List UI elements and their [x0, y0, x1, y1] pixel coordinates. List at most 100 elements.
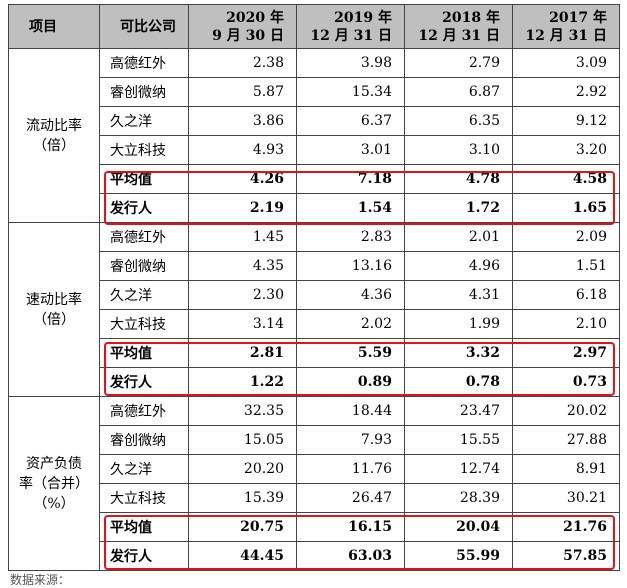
table-row: 发行人 1.22 0.89 0.78 0.73	[9, 367, 620, 397]
value-cell-2018: 3.10	[404, 135, 513, 165]
table-row: 平均值 20.75 16.15 20.04 21.76	[9, 512, 620, 542]
value-cell-2020: 2.19	[188, 193, 297, 223]
company-name: 久之洋	[99, 106, 189, 136]
value-cell-2018: 4.31	[404, 280, 513, 310]
value-cell-2020: 4.26	[188, 164, 297, 194]
value-cell-2017: 20.02	[512, 396, 620, 426]
table-row: 睿创微纳 15.05 7.93 15.55 27.88	[9, 425, 620, 455]
value-cell-2017: 1.51	[512, 251, 620, 281]
company-name: 平均值	[99, 512, 189, 542]
value-cell-2020: 15.39	[188, 483, 297, 513]
company-name: 睿创微纳	[99, 425, 189, 455]
company-name: 高德红外	[99, 222, 189, 252]
metric-label: 速动比率 （倍）	[8, 222, 100, 397]
company-name: 久之洋	[99, 280, 189, 310]
highlight-box-current-ratio	[104, 171, 615, 225]
header-company: 可比公司	[99, 4, 189, 49]
header-year-2018: 2018 年 12 月 31 日	[404, 4, 513, 49]
value-cell-2020: 4.35	[188, 251, 297, 281]
value-cell-2020: 4.93	[188, 135, 297, 165]
company-name: 发行人	[99, 541, 189, 571]
value-cell-2020: 15.05	[188, 425, 297, 455]
company-name: 高德红外	[99, 396, 189, 426]
table-row: 大立科技 4.93 3.01 3.10 3.20	[9, 135, 620, 165]
highlight-box-debt-ratio	[104, 515, 615, 570]
metric-label-line-2: 率（合并）	[19, 475, 89, 492]
value-cell-2019: 18.44	[296, 396, 405, 426]
value-cell-2018: 3.32	[404, 338, 513, 368]
table-row: 速动比率 （倍） 高德红外 1.45 2.83 2.01 2.09	[8, 222, 620, 397]
value-cell-2019: 3.98	[296, 48, 405, 78]
value-cell-2017: 9.12	[512, 106, 620, 136]
value-cell-2017: 0.73	[512, 367, 620, 397]
value-cell-2019: 7.93	[296, 425, 405, 455]
value-cell-2019: 11.76	[296, 454, 405, 484]
value-cell-2018: 1.72	[404, 193, 513, 223]
value-cell-2020: 2.30	[188, 280, 297, 310]
value-cell-2017: 21.76	[512, 512, 620, 542]
header-year-2019: 2019 年 12 月 31 日	[296, 4, 405, 49]
table-row: 睿创微纳 5.87 15.34 6.87 2.92	[9, 77, 620, 107]
value-cell-2019: 2.83	[296, 222, 405, 252]
value-cell-2018: 23.47	[404, 396, 513, 426]
company-name: 大立科技	[99, 135, 189, 165]
value-cell-2017: 3.09	[512, 48, 620, 78]
metric-label: 流动比率 （倍）	[8, 48, 100, 223]
value-cell-2019: 13.16	[296, 251, 405, 281]
value-cell-2017: 2.10	[512, 309, 620, 339]
value-cell-2020: 5.87	[188, 77, 297, 107]
company-name: 高德红外	[99, 48, 189, 78]
value-cell-2018: 4.96	[404, 251, 513, 281]
value-cell-2019: 3.01	[296, 135, 405, 165]
value-cell-2018: 2.79	[404, 48, 513, 78]
company-name: 久之洋	[99, 454, 189, 484]
metric-label-line-1: 流动比率	[26, 117, 82, 134]
table-row: 发行人 44.45 63.03 55.99 57.85	[9, 541, 620, 571]
value-cell-2018: 28.39	[404, 483, 513, 513]
value-cell-2018: 6.87	[404, 77, 513, 107]
value-cell-2020: 44.45	[188, 541, 297, 571]
table-row: 久之洋 20.20 11.76 12.74 8.91	[9, 454, 620, 484]
metric-label-line-2: （倍）	[33, 311, 75, 328]
value-cell-2017: 4.58	[512, 164, 620, 194]
value-cell-2017: 27.88	[512, 425, 620, 455]
metric-label-line-3: （%）	[33, 495, 75, 512]
value-cell-2017: 3.20	[512, 135, 620, 165]
value-cell-2018: 1.99	[404, 309, 513, 339]
value-cell-2017: 1.65	[512, 193, 620, 223]
value-cell-2018: 12.74	[404, 454, 513, 484]
company-name: 大立科技	[99, 483, 189, 513]
value-cell-2020: 20.20	[188, 454, 297, 484]
value-cell-2020: 1.45	[188, 222, 297, 252]
value-cell-2019: 2.02	[296, 309, 405, 339]
table-row: 发行人 2.19 1.54 1.72 1.65	[9, 193, 620, 223]
value-cell-2018: 2.01	[404, 222, 513, 252]
footnote: 数据来源：	[10, 573, 71, 587]
table-row: 久之洋 3.86 6.37 6.35 9.12	[9, 106, 620, 136]
value-cell-2017: 30.21	[512, 483, 620, 513]
value-cell-2017: 2.09	[512, 222, 620, 252]
value-cell-2020: 3.14	[188, 309, 297, 339]
header-year-2017: 2017 年 12 月 31 日	[512, 4, 620, 49]
value-cell-2017: 57.85	[512, 541, 620, 571]
table-row: 大立科技 15.39 26.47 28.39 30.21	[9, 483, 620, 513]
value-cell-2017: 8.91	[512, 454, 620, 484]
metric-label-line-2: （倍）	[33, 137, 75, 154]
metric-label-line-1: 速动比率	[26, 291, 82, 308]
value-cell-2018: 15.55	[404, 425, 513, 455]
table-body: 流动比率 （倍） 高德红外 2.38 3.98 2.79 3.09 睿创微纳 5.87 15.34…	[8, 48, 620, 571]
metric-label: 资产负债 率（合并） （%）	[8, 396, 100, 571]
table-row: 平均值 4.26 7.18 4.78 4.58	[9, 164, 620, 194]
highlight-box-quick-ratio	[104, 342, 615, 396]
table-row: 流动比率 （倍） 高德红外 2.38 3.98 2.79 3.09	[8, 48, 620, 223]
value-cell-2020: 2.38	[188, 48, 297, 78]
value-cell-2020: 3.86	[188, 106, 297, 136]
header-item: 项目	[8, 4, 100, 49]
value-cell-2018: 6.35	[404, 106, 513, 136]
value-cell-2018: 4.78	[404, 164, 513, 194]
value-cell-2018: 55.99	[404, 541, 513, 571]
